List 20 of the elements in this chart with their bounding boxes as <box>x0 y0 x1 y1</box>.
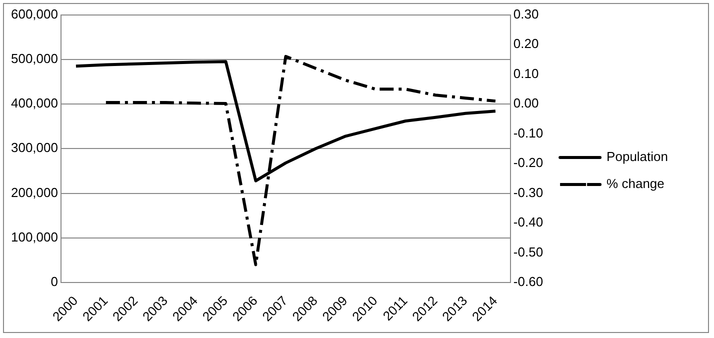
y2-tick-label: -0.50 <box>513 244 544 260</box>
y-tick-label: 300,000 <box>10 140 58 156</box>
y-tick-label: 600,000 <box>10 6 58 22</box>
y-tick-label: 500,000 <box>10 51 58 66</box>
y2-tick-label: 0.30 <box>513 6 539 22</box>
legend-label: % change <box>606 176 664 192</box>
legend-label: Population <box>606 149 668 164</box>
y2-tick-label: -0.20 <box>513 155 544 170</box>
y2-tick-label: -0.40 <box>513 214 544 230</box>
y-tick-label: 200,000 <box>10 184 58 200</box>
y2-tick-label: -0.30 <box>513 184 544 200</box>
y2-tick-label: -0.60 <box>513 274 544 290</box>
y2-tick-label: 0.10 <box>513 66 539 81</box>
line-series <box>104 54 497 266</box>
y2-tick-label: -0.10 <box>513 125 544 140</box>
y-tick-label: 100,000 <box>10 229 58 244</box>
y-tick-label: 0 <box>50 274 58 290</box>
y2-tick-label: 0.20 <box>513 36 539 52</box>
y2-tick-label: 0.00 <box>513 96 539 111</box>
y-tick-label: 400,000 <box>10 96 58 111</box>
